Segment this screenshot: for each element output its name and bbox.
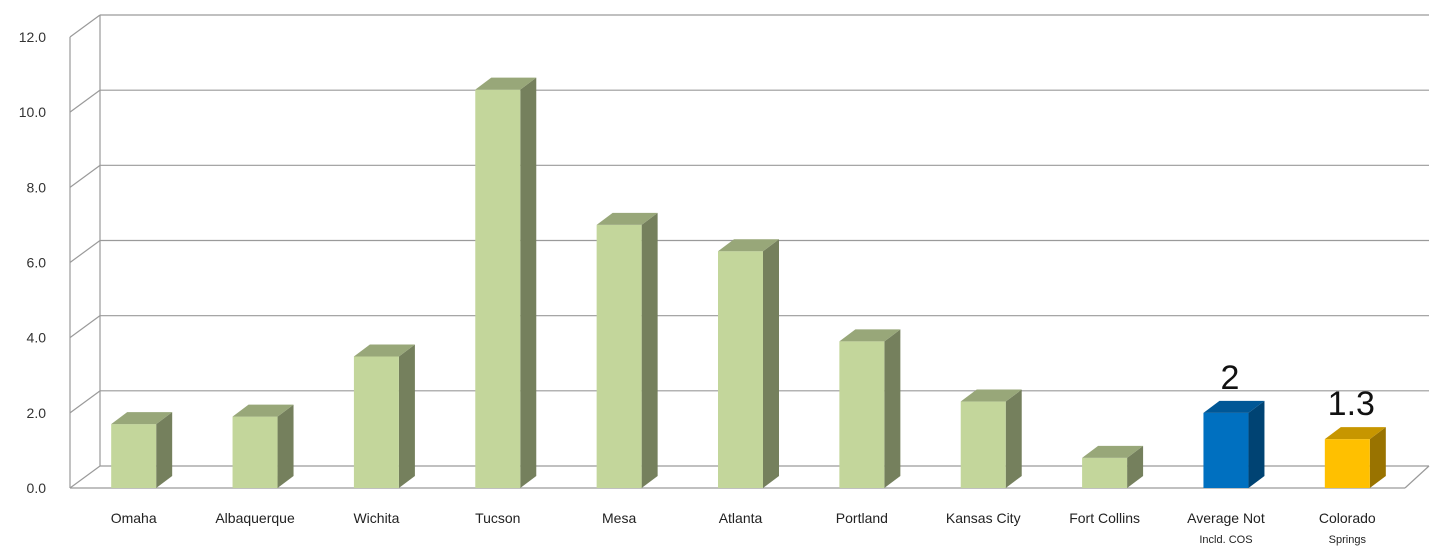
y-tick-label: 8.0 [27, 179, 47, 195]
bar-side [156, 412, 173, 488]
bar-front [839, 341, 885, 488]
data-labels: 21.3 [1220, 359, 1374, 423]
y-tick-label: 4.0 [27, 330, 47, 346]
x-axis-labels: Omaha Albaquerque Wichita Tucson Mesa Atlanta… [111, 510, 1376, 546]
bar [475, 77, 537, 488]
bar-side [277, 404, 294, 488]
bar-front [1082, 457, 1128, 488]
bar-top [1203, 400, 1265, 413]
bar-side [1005, 389, 1022, 488]
gridline-depth [69, 465, 101, 489]
bar-front [718, 251, 763, 488]
x-tick-label: Incld. COS [1199, 534, 1252, 546]
bar-front [1203, 412, 1249, 488]
bar [718, 239, 779, 488]
bar [960, 389, 1022, 488]
x-tick-label: Kansas City [946, 510, 1021, 526]
x-tick-label: Albaquerque [215, 510, 295, 526]
bar-front [111, 424, 157, 488]
bar [111, 412, 173, 488]
gridline-depth [69, 390, 101, 414]
gridline-depth [69, 14, 101, 38]
y-tick-label: 10.0 [19, 104, 46, 120]
bar-top [111, 412, 173, 425]
bar-side [1248, 400, 1265, 488]
bar [353, 344, 415, 488]
bar [1082, 445, 1144, 488]
bar-front [1324, 439, 1370, 488]
bar [1203, 400, 1265, 488]
bar-side [1369, 427, 1386, 488]
data-label: 1.3 [1328, 385, 1375, 423]
bar-top [960, 389, 1022, 402]
bar-side [763, 239, 779, 488]
bar-front [232, 416, 278, 488]
bar-top [839, 329, 901, 342]
gridline-depth [69, 89, 101, 113]
bar-side [1127, 445, 1144, 488]
bar-front [960, 401, 1006, 488]
y-axis-ticks: 0.0 2.0 4.0 6.0 8.0 10.0 12.0 [19, 29, 46, 496]
bar-side [520, 77, 537, 488]
x-tick-label: Atlanta [719, 510, 763, 526]
bar-front [353, 356, 399, 488]
bar-top [353, 344, 415, 357]
bar-side [398, 344, 415, 488]
y-tick-label: 0.0 [27, 480, 47, 496]
x-tick-label: Colorado [1319, 510, 1376, 526]
y-tick-label: 2.0 [27, 405, 47, 421]
gridline-depth [69, 164, 101, 188]
bar-top [475, 77, 537, 90]
data-label: 2 [1220, 359, 1239, 397]
bar-top [718, 239, 779, 252]
bar-side [884, 329, 901, 488]
floor-edge [1404, 465, 1430, 489]
x-tick-label: Average Not [1187, 510, 1265, 526]
x-tick-label: Springs [1329, 534, 1367, 546]
bar-side [641, 212, 658, 488]
bar-top [596, 212, 658, 225]
bar [1324, 427, 1386, 488]
x-tick-label: Mesa [602, 510, 636, 526]
y-tick-label: 12.0 [19, 29, 46, 45]
bar [232, 404, 294, 488]
bar-top [1082, 445, 1144, 458]
bar-top [1324, 427, 1386, 440]
bar-top [232, 404, 294, 417]
bar [596, 212, 658, 488]
y-tick-label: 6.0 [27, 255, 47, 271]
x-tick-label: Fort Collins [1069, 510, 1140, 526]
x-tick-label: Wichita [353, 510, 399, 526]
x-tick-label: Tucson [475, 510, 520, 526]
bar [839, 329, 901, 488]
bar-front [596, 224, 642, 488]
gridline-depth [69, 240, 101, 263]
x-tick-label: Portland [836, 510, 888, 526]
bars [111, 77, 1386, 488]
bar-front [475, 89, 521, 488]
x-tick-label: Omaha [111, 510, 157, 526]
gridline-depth [69, 315, 101, 339]
